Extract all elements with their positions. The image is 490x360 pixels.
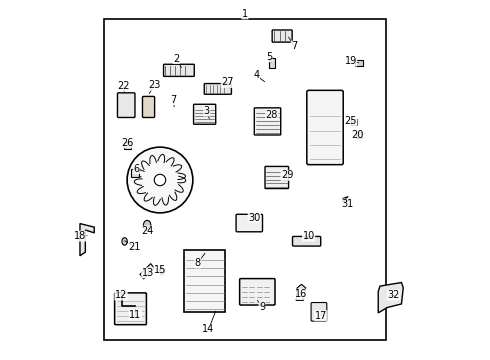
Text: 29: 29: [281, 170, 294, 180]
Text: 7: 7: [291, 41, 297, 51]
Text: 2: 2: [173, 54, 179, 64]
Text: 31: 31: [342, 199, 354, 209]
Text: 14: 14: [202, 324, 215, 334]
Bar: [355, 60, 363, 66]
Text: 1: 1: [242, 9, 248, 19]
Text: 28: 28: [266, 110, 278, 120]
FancyBboxPatch shape: [143, 96, 155, 117]
Text: 26: 26: [122, 138, 134, 148]
Bar: [104, 18, 386, 340]
Text: 9: 9: [259, 302, 265, 312]
Text: 24: 24: [142, 226, 154, 236]
FancyBboxPatch shape: [118, 93, 135, 117]
Polygon shape: [80, 224, 94, 256]
Text: 32: 32: [388, 290, 400, 300]
FancyBboxPatch shape: [164, 64, 194, 76]
FancyBboxPatch shape: [311, 302, 327, 321]
Text: 5: 5: [266, 52, 272, 62]
Text: 3: 3: [204, 106, 210, 116]
Text: 18: 18: [74, 231, 86, 241]
Text: 23: 23: [148, 80, 160, 90]
Bar: [131, 168, 139, 177]
Polygon shape: [140, 264, 154, 279]
FancyBboxPatch shape: [240, 279, 275, 305]
Text: 30: 30: [248, 212, 260, 222]
Text: 16: 16: [294, 289, 307, 299]
Text: 20: 20: [351, 130, 364, 140]
Polygon shape: [378, 283, 403, 313]
Text: 6: 6: [133, 163, 140, 174]
Text: 15: 15: [154, 265, 167, 275]
Text: 8: 8: [195, 258, 201, 268]
Ellipse shape: [144, 220, 151, 230]
FancyBboxPatch shape: [204, 84, 231, 94]
FancyBboxPatch shape: [265, 166, 289, 189]
Text: 10: 10: [302, 231, 315, 241]
Text: 22: 22: [117, 81, 130, 91]
Circle shape: [127, 147, 193, 213]
Polygon shape: [296, 284, 306, 300]
Text: 19: 19: [344, 56, 357, 66]
Text: 4: 4: [253, 70, 260, 80]
Text: 12: 12: [115, 290, 127, 300]
Text: 27: 27: [221, 77, 234, 87]
Text: 11: 11: [129, 310, 142, 320]
FancyBboxPatch shape: [236, 214, 263, 232]
Circle shape: [154, 174, 166, 186]
Bar: [270, 58, 275, 68]
Bar: [356, 132, 362, 138]
Text: 21: 21: [128, 242, 141, 252]
Ellipse shape: [122, 238, 127, 245]
Text: 7: 7: [170, 95, 176, 105]
FancyBboxPatch shape: [254, 108, 281, 135]
Text: 25: 25: [344, 116, 357, 126]
FancyBboxPatch shape: [272, 30, 292, 42]
FancyBboxPatch shape: [115, 293, 147, 325]
Text: 13: 13: [142, 268, 154, 278]
Bar: [351, 118, 357, 125]
FancyBboxPatch shape: [293, 237, 321, 246]
Text: 17: 17: [315, 311, 327, 321]
FancyBboxPatch shape: [194, 104, 216, 124]
FancyBboxPatch shape: [307, 90, 343, 165]
Ellipse shape: [160, 267, 165, 274]
Bar: [124, 143, 131, 149]
Bar: [184, 249, 225, 312]
